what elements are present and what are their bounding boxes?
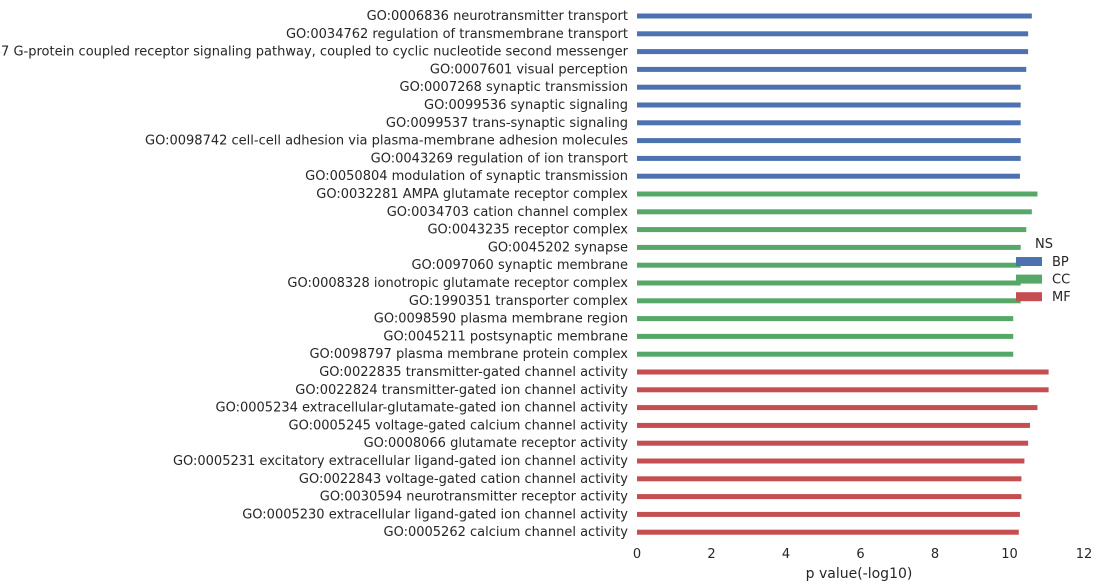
bar-cc [637, 280, 1021, 286]
category-label: GO:0007601 visual perception [430, 62, 628, 77]
bar-mf [637, 511, 1020, 517]
x-tick-label: 12 [1076, 547, 1093, 562]
bar-mf [637, 405, 1038, 411]
category-label: GO:0007187 G-protein coupled receptor si… [0, 45, 629, 60]
category-label: GO:0005231 excitatory extracellular liga… [173, 454, 628, 469]
x-axis-title: p value(-log10) [806, 566, 913, 582]
bar-cc [637, 209, 1032, 215]
legend-label-mf: MF [1052, 290, 1071, 305]
bar-cc [637, 244, 1021, 250]
category-label: GO:0043269 regulation of ion transport [371, 151, 628, 166]
category-label: GO:0098742 cell-cell adhesion via plasma… [145, 134, 628, 149]
category-label: GO:0043235 receptor complex [427, 223, 628, 238]
bar-bp [637, 173, 1020, 179]
legend-swatch-mf [1016, 292, 1042, 302]
x-axis: 0 2 4 6 8 10 12 p value(-log10) [633, 547, 1092, 582]
bar-mf [637, 476, 1022, 482]
bar-cc [637, 227, 1027, 233]
x-tick-label: 10 [1001, 547, 1018, 562]
category-labels: GO:0006836 neurotransmitter transport GO:… [0, 9, 629, 540]
bar-bp [637, 84, 1021, 90]
category-label: GO:0005230 extracellular ligand-gated io… [242, 507, 628, 522]
category-label: GO:0098590 plasma membrane region [374, 312, 628, 327]
legend-entries: BP CC MF [1016, 255, 1071, 305]
category-label: GO:1990351 transporter complex [409, 294, 628, 309]
category-label: GO:0045202 synapse [488, 240, 628, 255]
category-label: GO:0008328 ionotropic glutamate receptor… [287, 276, 628, 291]
category-label: GO:0097060 synaptic membrane [411, 258, 628, 273]
bar-bp [637, 138, 1021, 144]
category-label: GO:0005262 calcium channel activity [384, 525, 629, 540]
category-label: GO:0032281 AMPA glutamate receptor compl… [316, 187, 628, 202]
x-tick-label: 0 [633, 547, 641, 562]
bar-cc [637, 316, 1014, 322]
bar-bp [637, 66, 1027, 72]
bar-mf [637, 458, 1025, 464]
category-label: GO:0022835 transmitter-gated channel act… [319, 365, 628, 380]
legend-swatch-cc [1016, 274, 1042, 284]
category-label: GO:0007268 synaptic transmission [400, 80, 628, 95]
legend-title: NS [1035, 237, 1053, 252]
legend: NS BP CC MF [1016, 237, 1071, 305]
category-label: GO:0008066 glutamate receptor activity [364, 436, 629, 451]
bar-cc [637, 262, 1021, 268]
x-tick-label: 2 [707, 547, 715, 562]
x-tick-label: 8 [931, 547, 939, 562]
bar-bp [637, 49, 1029, 55]
bar-mf [637, 369, 1049, 375]
bar-mf [637, 494, 1022, 500]
category-label: GO:0034703 cation channel complex [387, 205, 629, 220]
bar-bp [637, 155, 1021, 161]
category-label: GO:0099536 synaptic signaling [424, 98, 628, 113]
category-label: GO:0050804 modulation of synaptic transm… [305, 169, 628, 184]
bar-cc [637, 351, 1014, 357]
legend-label-cc: CC [1052, 273, 1070, 288]
bar-mf [637, 440, 1029, 446]
category-label: GO:0022843 voltage-gated cation channel … [299, 472, 628, 487]
bar-mf [637, 529, 1019, 535]
x-tick-labels: 0 2 4 6 8 10 12 [633, 547, 1092, 562]
x-tick-label: 4 [782, 547, 790, 562]
bar-cc [637, 333, 1014, 339]
category-label: GO:0099537 trans-synaptic signaling [386, 116, 628, 131]
bar-cc [637, 298, 1021, 304]
bar-bp [637, 102, 1021, 108]
category-label: GO:0030594 neurotransmitter receptor act… [320, 490, 629, 505]
category-label: GO:0005234 extracellular-glutamate-gated… [216, 401, 629, 416]
bars-layer [637, 13, 1049, 535]
bar-cc [637, 191, 1038, 197]
category-label: GO:0022824 transmitter-gated ion channel… [295, 383, 628, 398]
bar-bp [637, 13, 1032, 19]
legend-label-bp: BP [1052, 255, 1069, 270]
category-label: GO:0045211 postsynaptic membrane [383, 329, 628, 344]
bar-bp [637, 31, 1029, 37]
category-label: GO:0034762 regulation of transmembrane t… [286, 27, 628, 42]
category-label: GO:0098797 plasma membrane protein compl… [309, 347, 628, 362]
bar-mf [637, 387, 1049, 393]
legend-swatch-bp [1016, 257, 1042, 266]
bar-bp [637, 120, 1021, 126]
category-label: GO:0006836 neurotransmitter transport [367, 9, 628, 24]
x-tick-label: 6 [856, 547, 864, 562]
bar-mf [637, 422, 1030, 428]
category-label: GO:0005245 voltage-gated calcium channel… [289, 418, 629, 433]
